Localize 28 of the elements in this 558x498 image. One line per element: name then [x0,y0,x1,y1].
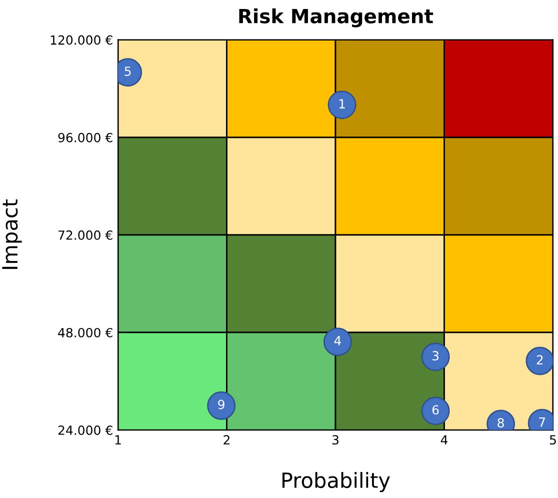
annotation: 3 [432,351,439,360]
y-tick-label: 48.000 € [58,328,112,338]
x-tick-label: 1 [115,435,121,444]
annotation: 8 [498,418,504,428]
annotation: 1 [339,99,345,108]
y-tick-label: 120.000 € [50,35,112,45]
chart-title: Risk Management [239,8,434,28]
point [421,342,450,372]
y-tick-label: 96.000 € [58,132,112,142]
point [421,396,450,426]
y-tick-label: 72.000 € [58,230,112,240]
x-tick-label: 5 [550,435,556,445]
x-tick-label: 2 [224,435,230,444]
annotation: 6 [432,405,439,415]
y-axis-title: Impact [2,199,22,269]
x-tick-label: 3 [332,435,338,445]
y-tick-label: 24.000 € [58,425,112,435]
annotation: 4 [334,336,341,346]
annotation: 5 [124,66,131,76]
point [207,391,236,420]
point [526,346,553,376]
annotation: 2 [536,355,543,364]
annotation: 9 [218,400,224,410]
annotation: 7 [539,417,546,427]
point [328,90,356,120]
x-axis-title: Probability [282,472,390,492]
point [323,328,352,356]
x-tick-label: 4 [440,435,448,444]
